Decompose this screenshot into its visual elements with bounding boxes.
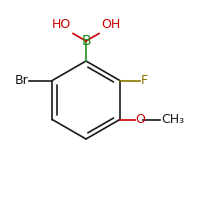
Text: OH: OH [101,19,120,31]
Text: B: B [81,34,91,48]
Text: CH₃: CH₃ [161,113,184,126]
Text: F: F [141,74,148,87]
Text: O: O [135,113,145,126]
Text: HO: HO [52,19,71,31]
Text: Br: Br [14,74,28,87]
